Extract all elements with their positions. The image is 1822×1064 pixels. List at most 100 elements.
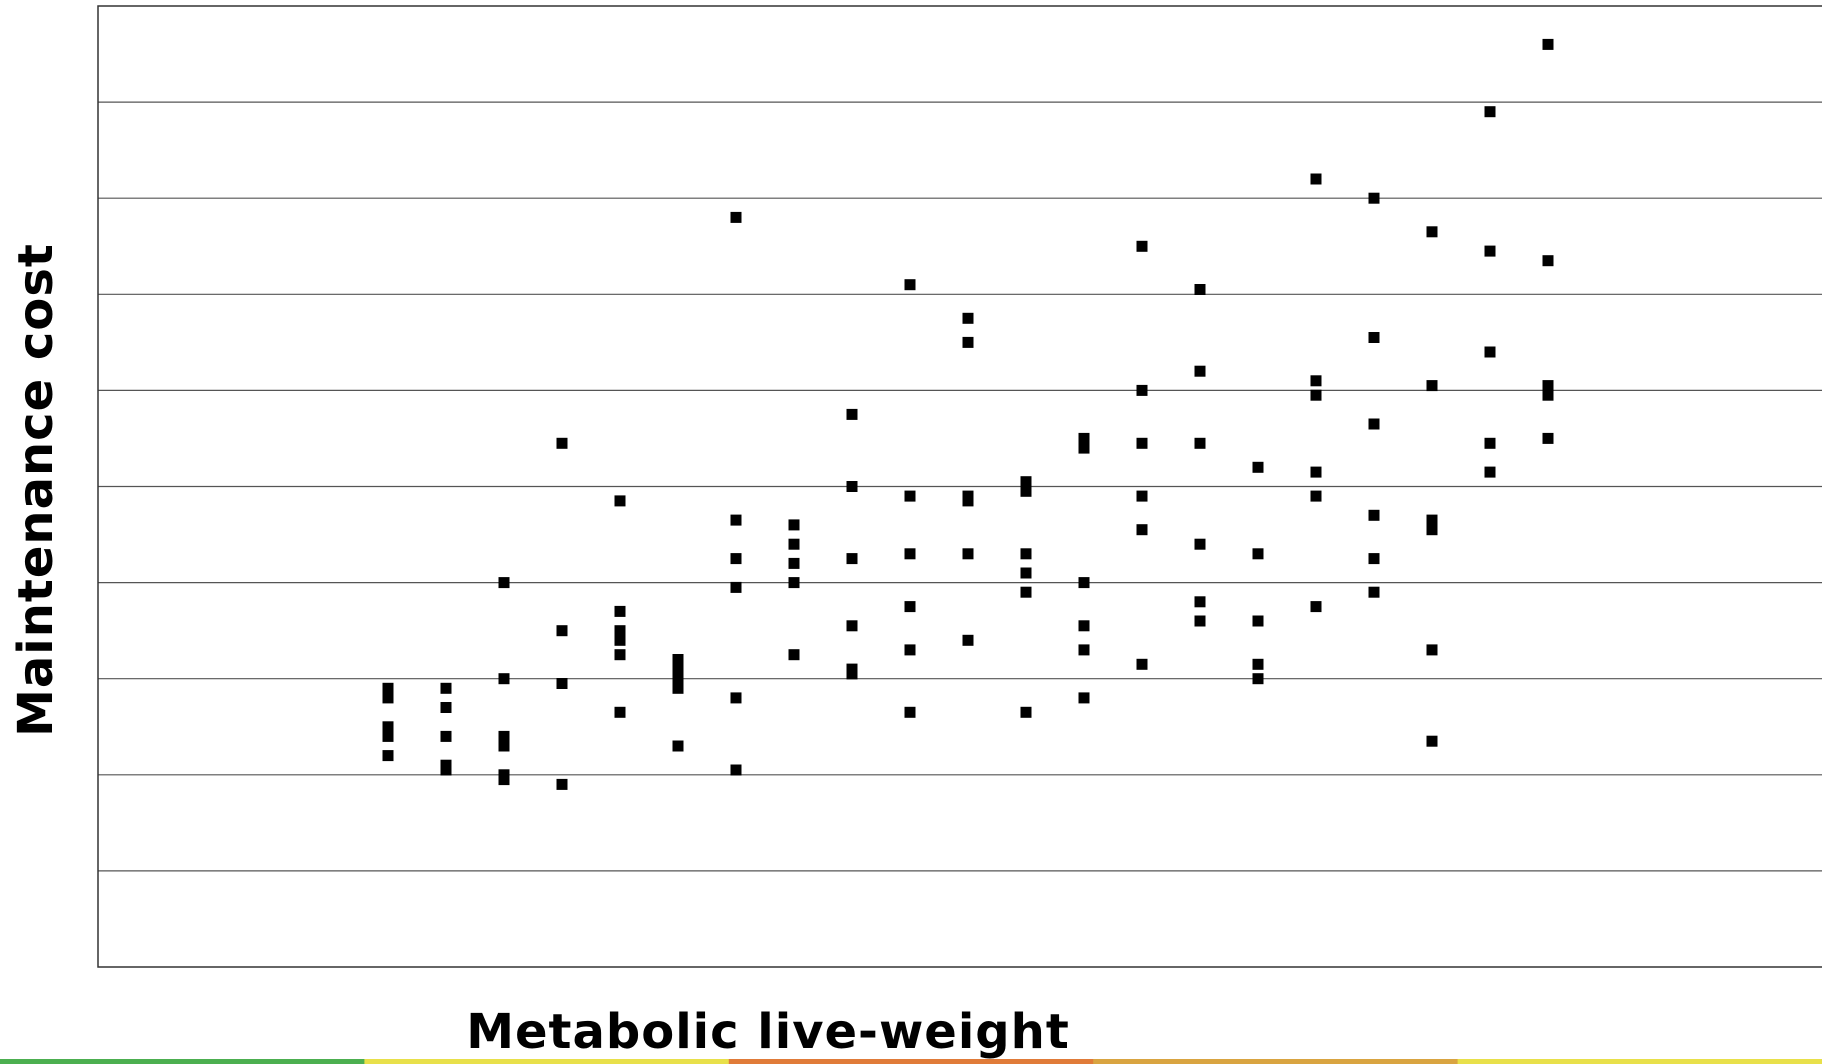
data-point bbox=[556, 437, 568, 449]
data-point bbox=[382, 721, 394, 733]
data-point bbox=[1136, 384, 1148, 396]
data-point bbox=[1426, 735, 1438, 747]
data-point bbox=[672, 663, 684, 675]
data-point bbox=[440, 702, 452, 713]
data-point bbox=[1136, 437, 1148, 449]
data-point bbox=[556, 778, 568, 790]
data-point bbox=[1426, 226, 1438, 238]
data-point bbox=[1310, 601, 1322, 613]
data-point bbox=[1020, 567, 1032, 579]
data-point bbox=[1426, 524, 1438, 536]
data-point bbox=[1368, 509, 1380, 521]
data-point bbox=[614, 495, 626, 507]
data-point bbox=[1310, 490, 1322, 502]
data-point bbox=[730, 553, 742, 565]
data-point bbox=[1020, 548, 1032, 560]
data-point bbox=[672, 673, 684, 685]
y-axis-title: Maintenance cost bbox=[8, 243, 64, 737]
data-point bbox=[788, 557, 800, 569]
data-point bbox=[1368, 553, 1380, 565]
data-point bbox=[672, 682, 684, 694]
footer-band-segment bbox=[364, 1059, 730, 1064]
data-point bbox=[1252, 615, 1264, 627]
data-point bbox=[904, 601, 916, 613]
data-point bbox=[1310, 389, 1322, 401]
data-point bbox=[1194, 284, 1206, 295]
data-point bbox=[846, 668, 858, 680]
data-point bbox=[1368, 332, 1380, 343]
data-point bbox=[962, 634, 974, 646]
data-point bbox=[730, 211, 742, 223]
data-point bbox=[846, 553, 858, 565]
data-point bbox=[672, 740, 684, 752]
footer-band-segment bbox=[728, 1059, 1095, 1064]
x-axis-title: Metabolic live-weight bbox=[466, 1004, 1070, 1060]
data-point bbox=[614, 605, 626, 617]
data-point bbox=[846, 481, 858, 492]
data-point bbox=[1136, 490, 1148, 502]
data-point bbox=[1310, 466, 1322, 478]
data-point bbox=[962, 495, 974, 507]
data-point bbox=[962, 336, 974, 348]
data-point bbox=[904, 706, 916, 718]
plot-area-frame bbox=[97, 5, 1822, 968]
data-point bbox=[846, 408, 858, 420]
data-point bbox=[440, 764, 452, 776]
data-point bbox=[730, 581, 742, 593]
data-point bbox=[1136, 524, 1148, 536]
data-point bbox=[1020, 485, 1032, 497]
data-point bbox=[846, 620, 858, 632]
data-point bbox=[498, 774, 510, 786]
data-point bbox=[556, 625, 568, 637]
data-point bbox=[382, 692, 394, 704]
data-point bbox=[1020, 706, 1032, 718]
data-point bbox=[614, 649, 626, 661]
data-point bbox=[1484, 437, 1496, 449]
data-point bbox=[730, 514, 742, 526]
data-point bbox=[1078, 620, 1090, 632]
data-point bbox=[1020, 476, 1032, 488]
data-point bbox=[904, 490, 916, 502]
data-point bbox=[498, 673, 510, 685]
data-point bbox=[498, 740, 510, 752]
data-points bbox=[382, 38, 1554, 790]
data-point bbox=[1194, 596, 1206, 608]
data-point bbox=[730, 692, 742, 704]
data-point bbox=[962, 312, 974, 324]
footer-color-band bbox=[0, 1059, 1822, 1064]
data-point bbox=[904, 644, 916, 656]
data-point bbox=[788, 519, 800, 531]
data-point bbox=[1252, 461, 1264, 473]
data-point bbox=[1426, 380, 1438, 392]
data-point bbox=[1426, 644, 1438, 656]
data-point bbox=[1484, 466, 1496, 478]
data-point bbox=[1078, 442, 1090, 454]
data-point bbox=[614, 625, 626, 637]
data-point bbox=[788, 577, 800, 589]
footer-band-segment bbox=[1457, 1059, 1822, 1064]
data-point bbox=[1542, 38, 1554, 50]
gridlines bbox=[98, 101, 1822, 872]
data-point bbox=[498, 730, 510, 742]
data-point bbox=[1194, 437, 1206, 449]
data-point bbox=[614, 706, 626, 718]
data-point bbox=[1078, 577, 1090, 589]
data-point bbox=[904, 548, 916, 560]
data-point bbox=[614, 634, 626, 646]
data-point bbox=[1078, 432, 1090, 444]
data-point bbox=[382, 730, 394, 742]
data-point bbox=[382, 682, 394, 694]
data-point bbox=[1542, 432, 1554, 444]
data-point bbox=[1252, 548, 1264, 560]
data-point bbox=[1310, 375, 1322, 387]
footer-band-segment bbox=[1093, 1059, 1459, 1064]
data-point bbox=[1020, 586, 1032, 598]
data-point bbox=[1368, 192, 1380, 204]
data-point bbox=[1078, 692, 1090, 704]
data-point bbox=[904, 279, 916, 291]
data-point bbox=[1426, 514, 1438, 526]
data-point bbox=[1368, 418, 1380, 430]
data-point bbox=[1194, 365, 1206, 377]
data-point bbox=[1542, 255, 1554, 267]
data-point bbox=[1252, 673, 1264, 685]
